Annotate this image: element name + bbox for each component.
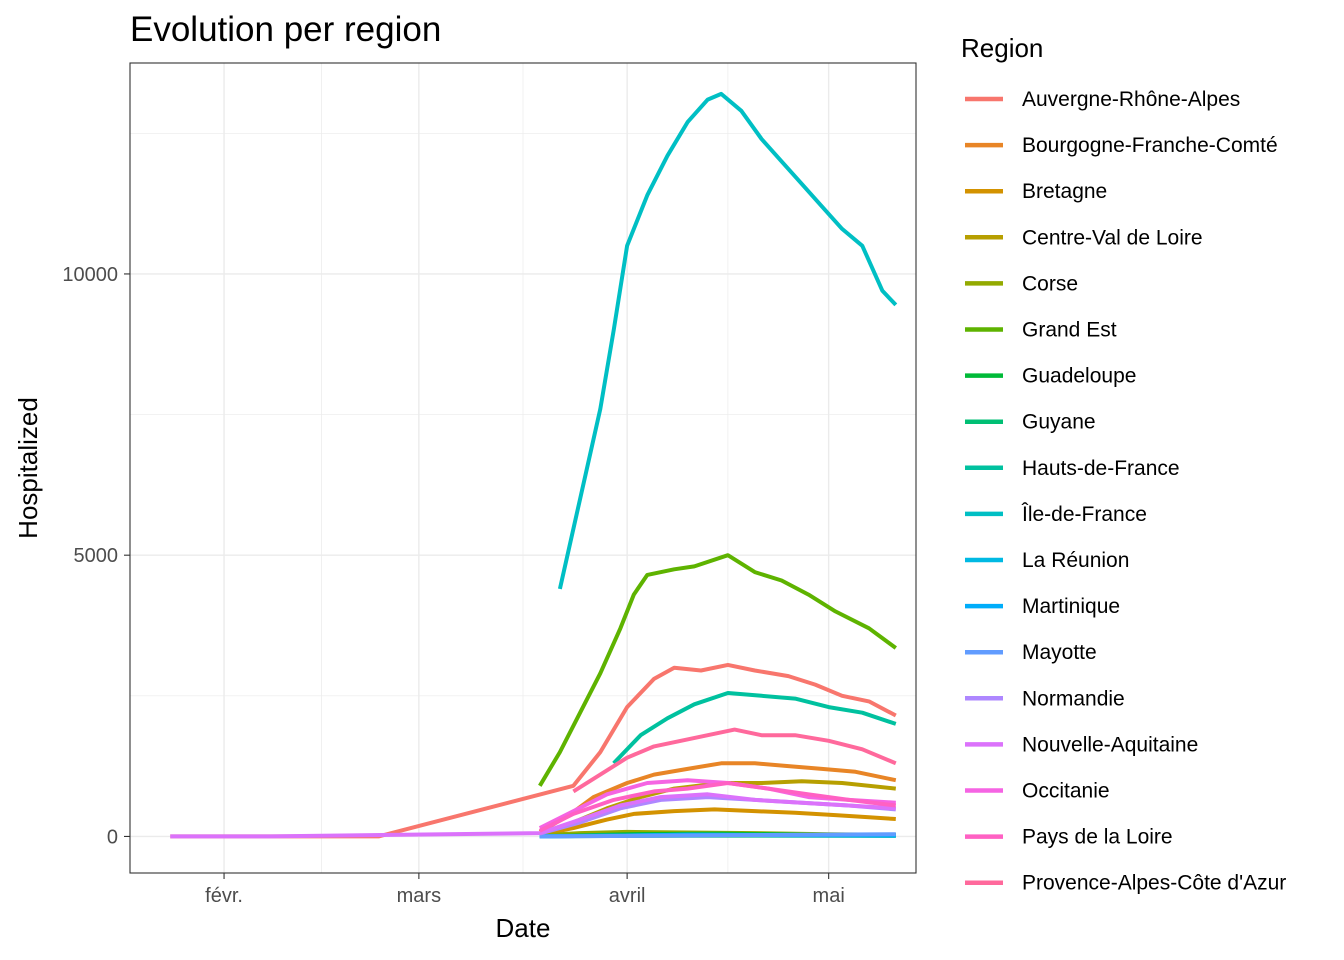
series-line (572, 727, 897, 794)
series-line (557, 91, 898, 590)
legend-label: Pays de la Loire (1022, 826, 1173, 849)
legend-label: Nouvelle-Aquitaine (1022, 733, 1198, 756)
series-line (539, 832, 896, 839)
legend-label: Grand Est (1022, 319, 1117, 342)
legend-label: Mayotte (1022, 641, 1097, 664)
legend-label: Occitanie (1022, 780, 1110, 803)
chart-title: Evolution per region (130, 10, 441, 49)
legend-label: Hauts-de-France (1022, 457, 1180, 480)
series-line (612, 691, 897, 765)
series-line (538, 781, 897, 833)
legend-title: Region (961, 33, 1043, 63)
legend-label: Bretagne (1022, 180, 1107, 203)
legend-label: Martinique (1022, 595, 1120, 618)
plot-border (129, 62, 917, 874)
legend-label: Guadeloupe (1022, 365, 1136, 388)
legend-label: Auvergne-Rhône-Alpes (1022, 88, 1240, 111)
x-tick-label: févr. (205, 885, 243, 907)
legend-label: Provence-Alpes-Côte d'Azur (1022, 872, 1286, 895)
legend-label: Bourgogne-Franche-Comté (1022, 134, 1278, 157)
x-tick-label: avril (609, 885, 646, 907)
y-tick-label: 0 (107, 826, 118, 848)
legend-label: Île-de-France (1021, 503, 1147, 526)
x-tick-label: mai (813, 885, 845, 907)
grid-minor (130, 63, 916, 873)
legend-label: Centre-Val de Loire (1022, 226, 1203, 249)
y-tick-label: 10000 (62, 264, 118, 286)
y-axis-title: Hospitalized (13, 397, 43, 539)
x-tick-label: mars (397, 885, 441, 907)
legend: Auvergne-Rhône-Alpes Bourgogne-Franche-Co… (965, 88, 1286, 895)
y-tick-label: 5000 (74, 545, 119, 567)
series-layer (170, 91, 898, 839)
series-line (170, 662, 897, 839)
series-line (539, 807, 896, 837)
series-line (538, 761, 897, 834)
series-line (538, 553, 897, 787)
legend-label: Normandie (1022, 687, 1125, 710)
x-axis: févr. mars avril mai (205, 873, 845, 907)
series-line (170, 792, 896, 839)
y-axis: 0 5000 10000 (62, 264, 130, 848)
x-axis-title: Date (496, 913, 551, 943)
legend-label: La Réunion (1022, 549, 1129, 572)
legend-label: Guyane (1022, 411, 1096, 434)
legend-label: Corse (1022, 272, 1078, 295)
